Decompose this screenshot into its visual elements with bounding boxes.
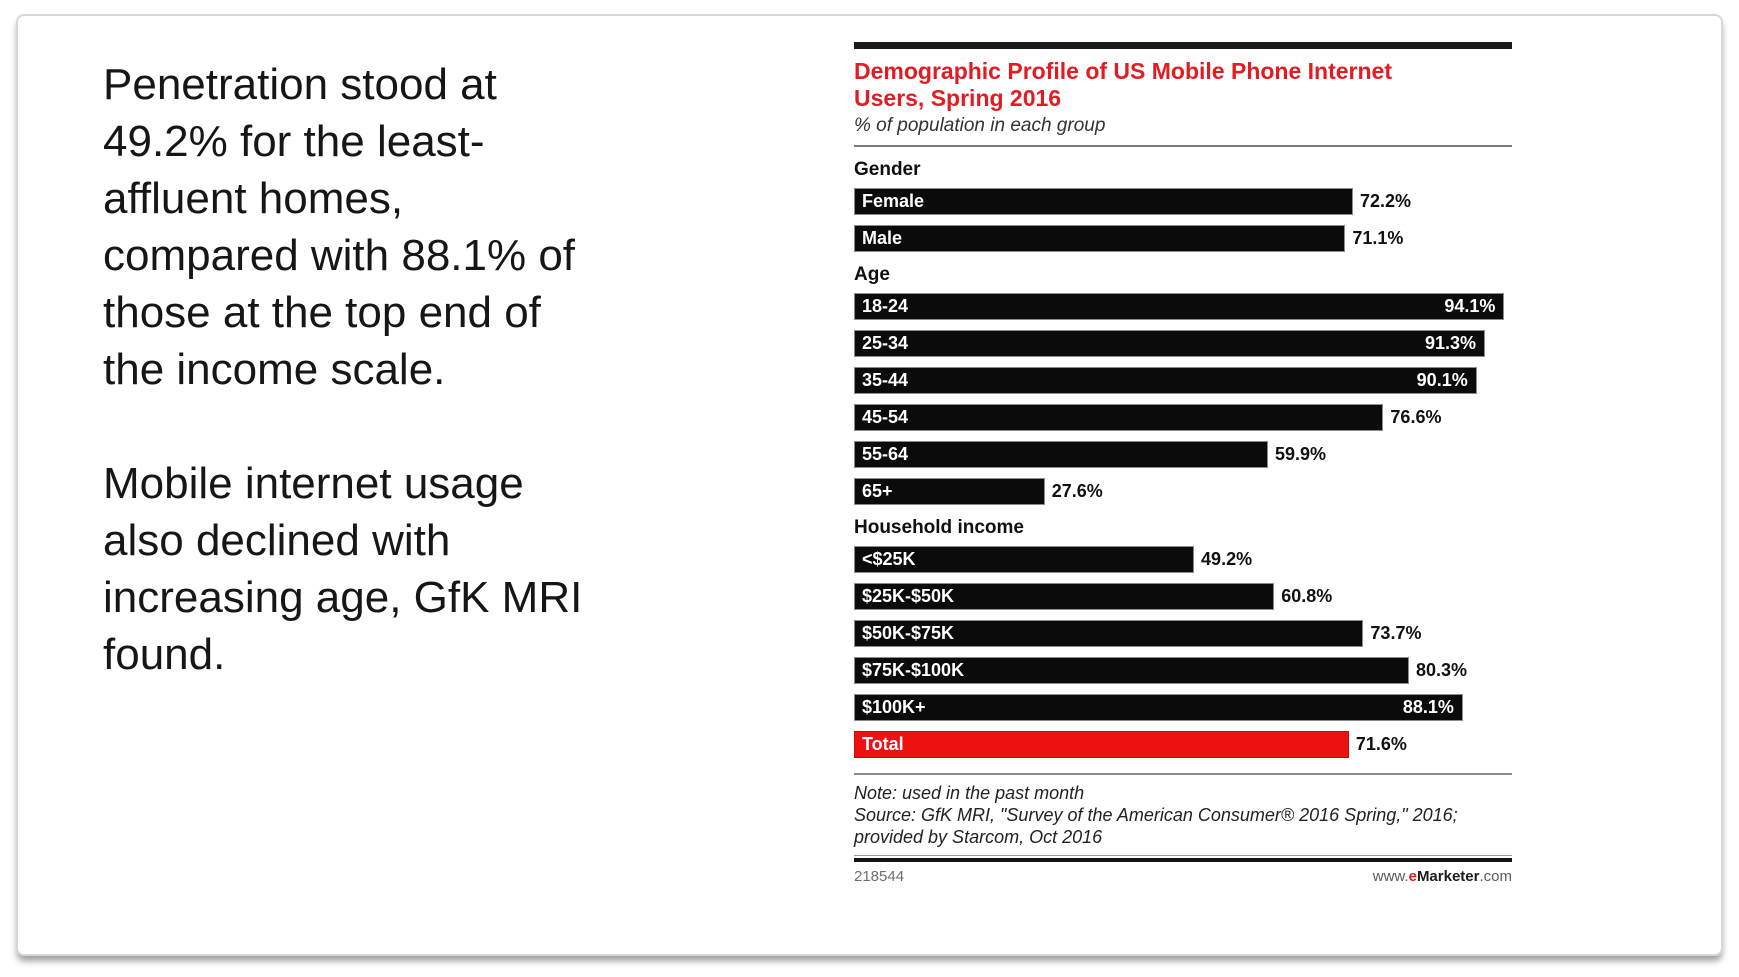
bar-row: 55-64 59.9%	[854, 441, 1512, 468]
text-line: Mobile internet usage	[103, 459, 524, 508]
slide-card: Penetration stood at 49.2% for the least-…	[16, 14, 1723, 956]
bar-row: 65+ 27.6%	[854, 478, 1512, 505]
url-e: e	[1408, 868, 1417, 885]
bar-label: 65+	[862, 481, 893, 501]
chart-rows: Gender Female 72.2% Male 71.1% Age 18-24 94.1% 2…	[854, 159, 1512, 758]
chart-top-rule	[854, 42, 1512, 49]
bar: 18-24 94.1%	[854, 293, 1505, 320]
notes-divider	[854, 773, 1512, 775]
chart-footer: 218544 www.eMarketer.com	[854, 868, 1512, 885]
bar-row: 45-54 76.6%	[854, 404, 1512, 431]
bar-label: 25-34	[862, 333, 909, 353]
bar-value: 49.2%	[1201, 549, 1253, 569]
chart-title-line-1: Demographic Profile of US Mobile Phone I…	[854, 58, 1392, 84]
chart-title-line-2: Users, Spring 2016	[854, 85, 1062, 111]
bar-row: Total 71.6%	[854, 731, 1512, 758]
bar-value: 90.1%	[1416, 370, 1468, 390]
bar-row: $100K+ 88.1%	[854, 694, 1512, 721]
bar-row: 25-34 91.3%	[854, 330, 1512, 357]
bar-row: Male 71.1%	[854, 225, 1512, 252]
bar: 45-54	[854, 404, 1384, 431]
source-line-1: Source: GfK MRI, "Survey of the American…	[854, 805, 1458, 825]
bar-label: 18-24	[862, 296, 909, 316]
bar: $25K-$50K	[854, 583, 1275, 610]
bar-label: $75K-$100K	[862, 660, 965, 680]
bar-row: $25K-$50K 60.8%	[854, 583, 1512, 610]
bar-label: <$25K	[862, 549, 916, 569]
bar: $75K-$100K	[854, 657, 1410, 684]
text-line: also declined with	[103, 516, 451, 565]
bar-row: $50K-$75K 73.7%	[854, 620, 1512, 647]
bar: Female	[854, 188, 1354, 215]
chart-notes: Note: used in the past month Source: GfK…	[854, 775, 1512, 848]
bar-label: $100K+	[862, 697, 926, 717]
bottom-double-rule	[854, 855, 1512, 862]
bar: 55-64	[854, 441, 1268, 468]
emarketer-url: www.eMarketer.com	[1373, 868, 1512, 885]
group-header: Age	[854, 264, 890, 285]
bar: 35-44 90.1%	[854, 367, 1477, 394]
bar-row: 18-24 94.1%	[854, 293, 1512, 320]
text-line: found.	[103, 630, 226, 679]
bar-label: 35-44	[862, 370, 909, 390]
paragraph: Penetration stood at 49.2% for the least-…	[103, 56, 723, 398]
bar-value: 27.6%	[1051, 481, 1103, 501]
group-header: Household income	[854, 517, 1024, 538]
text-line: 49.2% for the least-	[103, 117, 485, 166]
bar-label: Female	[862, 191, 925, 211]
bar: $100K+ 88.1%	[854, 694, 1463, 721]
bar-label: $50K-$75K	[862, 623, 955, 643]
note-line: Note: used in the past month	[854, 783, 1085, 803]
total-bar: Total	[854, 731, 1349, 758]
url-www: www.	[1372, 868, 1409, 885]
bar-value: 73.7%	[1370, 623, 1422, 643]
bar-value: 88.1%	[1402, 697, 1454, 717]
source-line-2: provided by Starcom, Oct 2016	[854, 827, 1103, 847]
paragraph: Mobile internet usage also declined with i…	[103, 455, 723, 683]
bar-row: <$25K 49.2%	[854, 546, 1512, 573]
url-com: .com	[1479, 868, 1512, 885]
emarketer-chart: Demographic Profile of US Mobile Phone I…	[854, 42, 1512, 885]
bar-value: 76.6%	[1390, 407, 1442, 427]
text-line: increasing age, GfK MRI	[103, 573, 583, 622]
left-text: Penetration stood at 49.2% for the least-…	[103, 56, 723, 683]
bar-label: 45-54	[862, 407, 909, 427]
text-line: compared with 88.1% of	[103, 231, 576, 280]
text-line: affluent homes,	[103, 174, 404, 223]
bar-value: 71.1%	[1352, 228, 1404, 248]
bar-value: 72.2%	[1360, 191, 1412, 211]
bar: Male	[854, 225, 1346, 252]
bar: $50K-$75K	[854, 620, 1364, 647]
bar-label: $25K-$50K	[862, 586, 955, 606]
bar-value: 71.6%	[1355, 734, 1407, 754]
bar-row: $75K-$100K 80.3%	[854, 657, 1512, 684]
bar-label: Total	[862, 734, 904, 754]
bar-value: 94.1%	[1444, 296, 1496, 316]
text-line: those at the top end of	[103, 288, 541, 337]
bar: <$25K	[854, 546, 1195, 573]
bar-label: Male	[862, 228, 903, 248]
bar-row: 35-44 90.1%	[854, 367, 1512, 394]
bar-value: 59.9%	[1275, 444, 1327, 464]
bar: 25-34 91.3%	[854, 330, 1486, 357]
text-line: Penetration stood at	[103, 60, 497, 109]
bar-value: 80.3%	[1416, 660, 1468, 680]
url-brand: Marketer	[1416, 868, 1480, 885]
bar: 65+	[854, 478, 1045, 505]
bar-label: 55-64	[862, 444, 909, 464]
bar-value: 60.8%	[1281, 586, 1333, 606]
bar-row: Female 72.2%	[854, 188, 1512, 215]
text-line: the income scale.	[103, 345, 446, 394]
chart-subtitle: % of population in each group	[854, 115, 1512, 147]
bar-value: 91.3%	[1424, 333, 1477, 353]
chart-title: Demographic Profile of US Mobile Phone I…	[854, 58, 1512, 112]
group-header: Gender	[854, 159, 921, 180]
chart-id: 218544	[854, 868, 905, 885]
